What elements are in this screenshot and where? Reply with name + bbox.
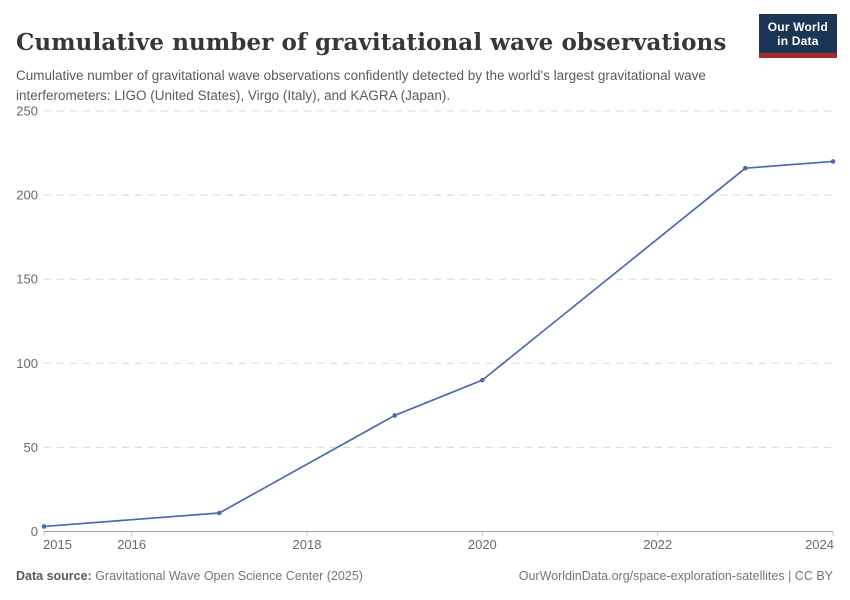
data-point-marker bbox=[830, 159, 836, 164]
owid-logo-line2: in Data bbox=[777, 34, 819, 48]
y-tick-label: 150 bbox=[16, 272, 38, 287]
y-tick-label: 200 bbox=[16, 188, 38, 203]
data-line bbox=[43, 160, 834, 528]
chart-footer: Data source: Gravitational Wave Open Sci… bbox=[16, 569, 833, 583]
data-point-marker bbox=[217, 510, 222, 516]
chart-subtitle: Cumulative number of gravitational wave … bbox=[16, 67, 706, 104]
y-tick-label: 100 bbox=[16, 356, 38, 371]
data-point-marker bbox=[480, 377, 485, 383]
y-tick-label: 0 bbox=[31, 524, 38, 539]
y-tick-label: 250 bbox=[16, 104, 38, 119]
y-tick-label: 50 bbox=[24, 440, 38, 455]
x-tick-label: 2018 bbox=[293, 537, 322, 552]
x-tick-label: 2020 bbox=[468, 537, 497, 552]
x-tick-label: 2016 bbox=[117, 537, 146, 552]
attribution-url: OurWorldinData.org/space-exploration-sat… bbox=[518, 569, 833, 583]
x-tick-label: 2022 bbox=[643, 537, 672, 552]
x-tick-label: 2015 bbox=[43, 537, 72, 552]
owid-logo-line1: Our World bbox=[767, 20, 828, 34]
x-tick-label: 2024 bbox=[805, 537, 834, 552]
data-point-marker bbox=[743, 165, 748, 171]
data-source: Data source: Gravitational Wave Open Sci… bbox=[16, 569, 363, 583]
owid-logo: Our World in Data bbox=[758, 14, 837, 58]
data-source-label: Data source: bbox=[16, 569, 92, 583]
data-point-marker bbox=[392, 413, 397, 418]
chart-title: Cumulative number of gravitational wave … bbox=[16, 29, 727, 57]
data-source-value: Gravitational Wave Open Science Center (… bbox=[91, 569, 363, 583]
data-point-marker bbox=[41, 524, 47, 529]
